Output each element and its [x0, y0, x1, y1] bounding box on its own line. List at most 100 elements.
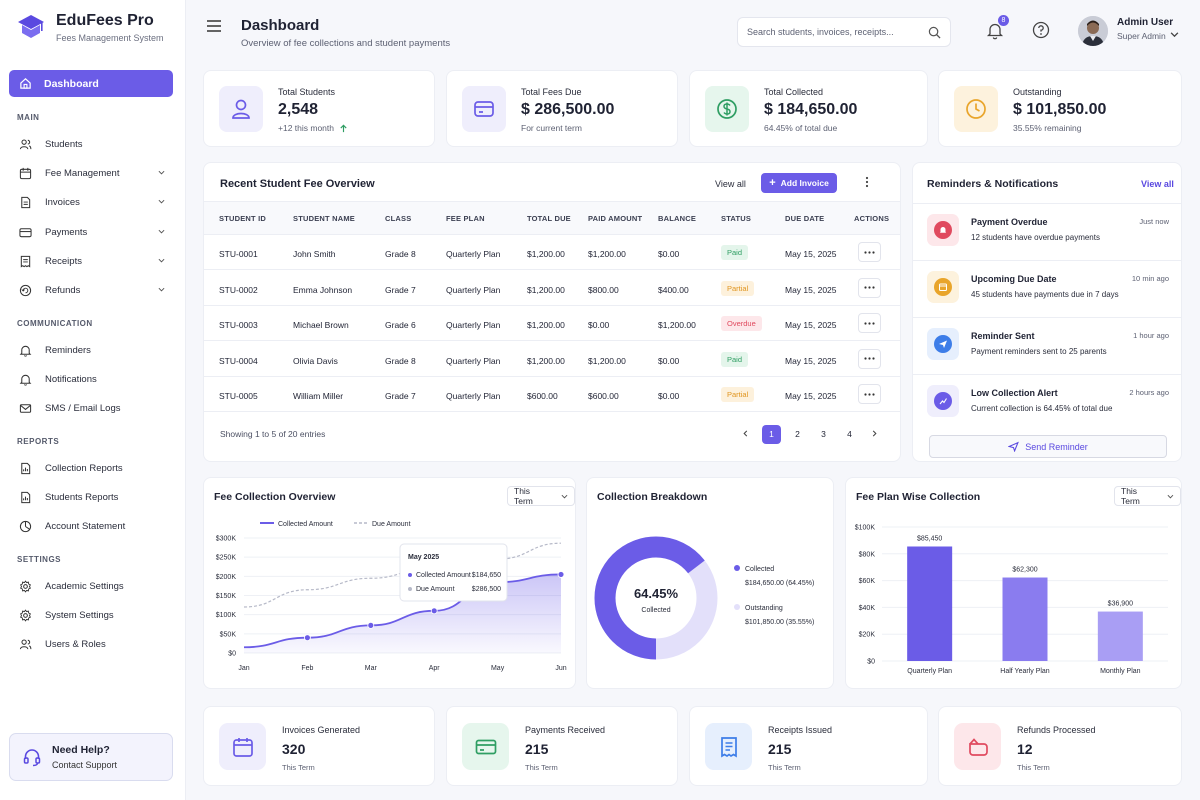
sidebar-item-account-statement[interactable]: Account Statement: [9, 514, 173, 538]
table-row[interactable]: STU-0001 John Smith Grade 8 Quarterly Plan $…: [204, 235, 900, 270]
term-select[interactable]: This Term: [1114, 486, 1181, 506]
fee-collection-overview-card: Fee Collection Overview This Term Collec…: [203, 477, 576, 689]
cell-balance: $0.00: [658, 249, 680, 259]
view-all-link[interactable]: View all: [715, 179, 746, 189]
table-header: STUDENT ID STUDENT NAME CLASS FEE PLAN T…: [204, 201, 900, 235]
chart-title: Fee Plan Wise Collection: [856, 491, 981, 503]
search-icon[interactable]: [928, 26, 941, 39]
reminder-time: 2 hours ago: [1129, 388, 1169, 397]
reminder-item[interactable]: Reminder Sent Payment reminders sent to …: [913, 317, 1181, 374]
row-actions-button[interactable]: [858, 348, 881, 369]
document-icon: [19, 196, 32, 209]
x-tick-label: Half Yearly Plan: [1000, 668, 1050, 675]
y-tick-label: $150K: [216, 593, 237, 600]
cell-paid: $800.00: [588, 284, 619, 295]
sidebar-item-notifications[interactable]: Notifications: [9, 367, 173, 391]
search-box[interactable]: [737, 17, 951, 47]
cell-name: Michael Brown: [293, 320, 349, 330]
pagination-page[interactable]: 2: [795, 429, 800, 439]
chevron-right-icon: [872, 430, 877, 437]
stat-card-outstanding[interactable]: Outstanding $ 101,850.00 35.55% remainin…: [938, 70, 1182, 147]
bell-icon: [19, 344, 32, 357]
more-vertical-icon[interactable]: [865, 176, 869, 188]
stat-card-total-collected[interactable]: Total Collected $ 184,650.00 64.45% of t…: [689, 70, 928, 147]
table-row[interactable]: STU-0005 William Miller Grade 7 Quarterly P…: [204, 377, 900, 412]
reminders-view-all-link[interactable]: View all: [1141, 179, 1174, 189]
table-row[interactable]: STU-0004 Olivia Davis Grade 8 Quarterly Pla…: [204, 342, 900, 377]
sidebar-item-sms-email-logs[interactable]: SMS / Email Logs: [9, 396, 173, 420]
row-actions-button[interactable]: [858, 313, 881, 333]
row-actions-button[interactable]: [858, 242, 881, 262]
sidebar-item-label: Reminders: [45, 344, 91, 356]
sidebar-item-label: Students Reports: [45, 491, 119, 503]
sidebar-item-students-reports[interactable]: Students Reports: [9, 485, 173, 509]
sidebar-item-users-roles[interactable]: Users & Roles: [9, 632, 173, 656]
cell-balance: $0.00: [658, 355, 680, 366]
summary-card-payments[interactable]: Payments Received 215 This Term: [446, 706, 678, 786]
chevron-down-icon[interactable]: [1170, 30, 1179, 39]
search-input[interactable]: [747, 27, 928, 37]
help-card[interactable]: Need Help? Contact Support: [9, 733, 173, 781]
users-icon: [19, 138, 32, 151]
sidebar-item-refunds[interactable]: Refunds: [9, 278, 173, 302]
pagination-page[interactable]: 3: [821, 429, 826, 439]
home-icon: [20, 78, 31, 89]
summary-card-receipts[interactable]: Receipts Issued 215 This Term: [689, 706, 928, 786]
pagination-page[interactable]: 1: [762, 425, 781, 444]
stat-card-total-students[interactable]: Total Students 2,548 +12 this month: [203, 70, 435, 147]
logo-icon: [18, 14, 44, 38]
receipt-icon: [19, 255, 32, 268]
term-select[interactable]: This Term: [507, 486, 575, 506]
sidebar-item-receipts[interactable]: Receipts: [9, 249, 173, 273]
sidebar-item-dashboard[interactable]: Dashboard: [9, 70, 173, 97]
sidebar-item-academic-settings[interactable]: Academic Settings: [9, 574, 173, 598]
section-settings: SETTINGS: [17, 555, 62, 564]
sidebar-item-reminders[interactable]: Reminders: [9, 338, 173, 362]
send-reminder-button[interactable]: Send Reminder: [929, 435, 1167, 458]
sidebar-item-payments[interactable]: Payments: [9, 220, 173, 244]
cell-balance: $1,200.00: [658, 320, 696, 330]
cell-id: STU-0001: [219, 249, 258, 259]
menu-icon[interactable]: [206, 19, 222, 33]
sidebar-item-invoices[interactable]: Invoices: [9, 190, 173, 214]
sidebar-item-system-settings[interactable]: System Settings: [9, 603, 173, 627]
reminder-time: 1 hour ago: [1133, 331, 1169, 340]
cell-date: May 15, 2025: [785, 249, 837, 259]
stat-label: Outstanding: [1013, 87, 1062, 97]
reminder-item[interactable]: Upcoming Due Date 45 students have payme…: [913, 260, 1181, 317]
tooltip-collected-value: $184,650: [472, 572, 501, 579]
row-actions-button[interactable]: [858, 277, 881, 298]
table-row[interactable]: STU-0002 Emma Johnson Grade 7 Quarterly Pla…: [204, 271, 900, 306]
y-tick-label: $20K: [859, 632, 876, 639]
reminder-item[interactable]: Payment Overdue 12 students have overdue…: [913, 203, 1181, 260]
reminder-desc: 45 students have payments due in 7 days: [971, 290, 1119, 299]
sidebar-item-fee-management[interactable]: Fee Management: [9, 161, 173, 185]
y-tick-label: $100K: [216, 612, 237, 619]
bar: [1002, 577, 1048, 661]
table-row[interactable]: STU-0003 Michael Brown Grade 6 Quarterly Pl…: [204, 306, 900, 341]
row-actions-button[interactable]: [858, 384, 881, 404]
summary-card-invoices[interactable]: Invoices Generated 320 This Term: [203, 706, 435, 786]
pagination-prev[interactable]: [736, 425, 755, 444]
notification-bell-icon[interactable]: [986, 21, 1004, 40]
wallet-icon: [462, 86, 506, 132]
add-invoice-button[interactable]: + Add Invoice: [761, 173, 837, 193]
pagination-next[interactable]: [865, 425, 884, 444]
pagination-page[interactable]: 4: [847, 429, 852, 439]
stat-card-total-fees-due[interactable]: Total Fees Due $ 286,500.00 For current …: [446, 70, 678, 147]
sidebar-item-students[interactable]: Students: [9, 132, 173, 156]
reminder-item[interactable]: Low Collection Alert Current collection …: [913, 374, 1181, 431]
column-header: STUDENT NAME: [293, 214, 355, 223]
help-title: Need Help?: [52, 744, 110, 756]
contact-support-link[interactable]: Contact Support: [52, 760, 118, 770]
help-icon[interactable]: [1032, 21, 1050, 39]
refund-icon: [19, 284, 32, 297]
sidebar-item-collection-reports[interactable]: Collection Reports: [9, 456, 173, 480]
user-name[interactable]: Admin User: [1117, 17, 1174, 28]
summary-card-refunds[interactable]: Refunds Processed 12 This Term: [938, 706, 1182, 786]
summary-label: Payments Received: [525, 725, 606, 735]
chevron-down-icon: [158, 199, 165, 204]
legend-due-label: Due Amount: [372, 521, 411, 528]
brand[interactable]: EduFees Pro Fees Management System: [16, 12, 164, 43]
avatar[interactable]: [1078, 16, 1108, 46]
